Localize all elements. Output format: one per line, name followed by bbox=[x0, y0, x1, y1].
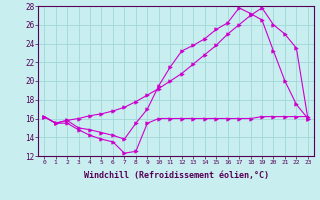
X-axis label: Windchill (Refroidissement éolien,°C): Windchill (Refroidissement éolien,°C) bbox=[84, 171, 268, 180]
